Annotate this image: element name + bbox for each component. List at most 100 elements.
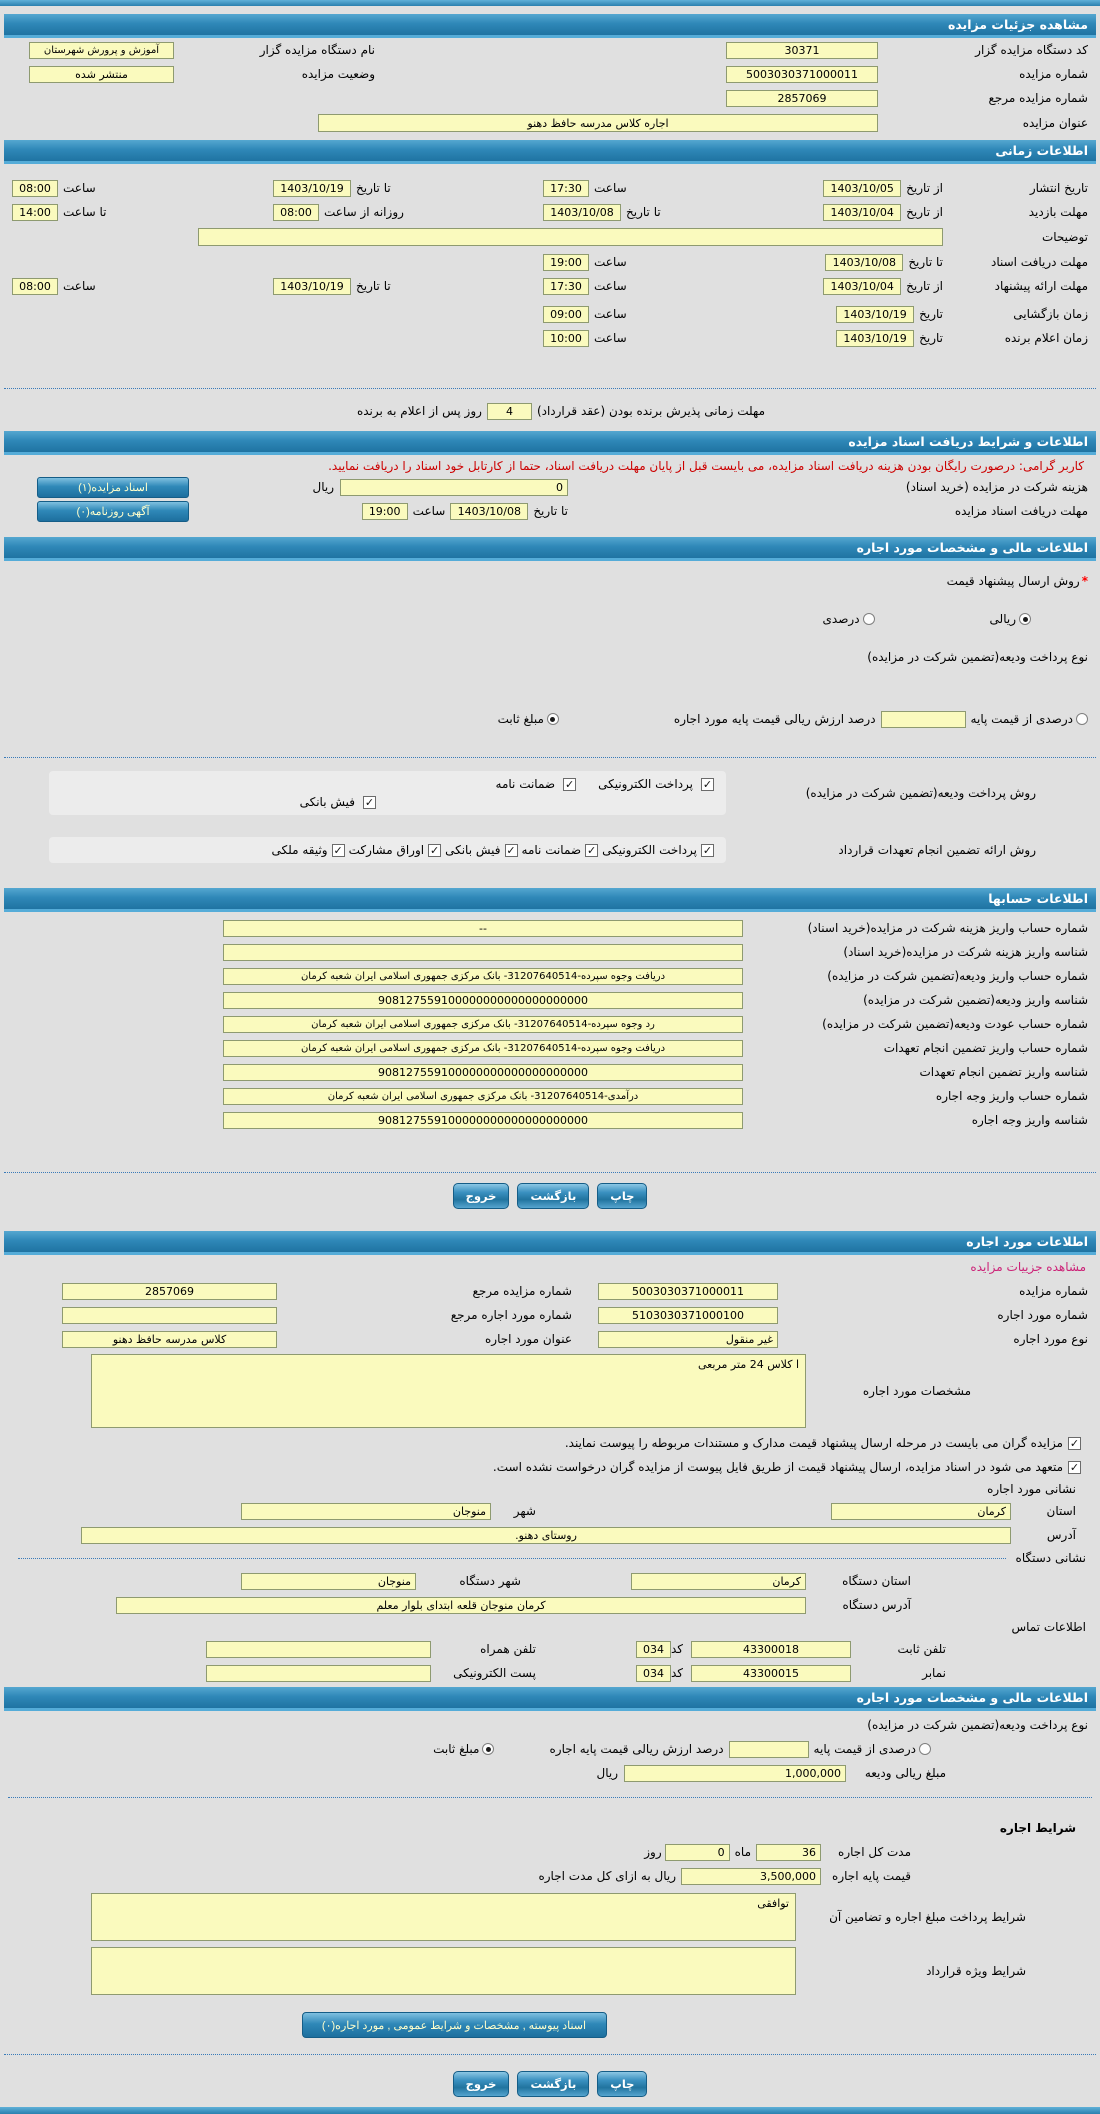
mobile-field[interactable] [205,1640,431,1658]
org-address-field[interactable]: کرمان منوجان قلعه ابتدای بلوار معلم [116,1596,806,1614]
percent-base-field[interactable] [880,710,966,728]
receive-docs-date-field[interactable]: 1403/10/08 [825,253,904,271]
back-button[interactable]: بازگشت [517,2071,590,2097]
auction-docs-button[interactable]: اسناد مزایده(۱) [37,476,189,498]
fax-field[interactable]: 43300015 [691,1664,851,1682]
payment-terms-field[interactable]: توافقی [91,1893,796,1941]
attach-required-checkbox[interactable]: ✓ [1068,1436,1081,1450]
offer-from-date-field[interactable]: 1403/10/04 [823,277,902,295]
winner-time-field[interactable]: 10:00 [543,329,589,347]
city-field[interactable]: منوجان [241,1502,491,1520]
account-row-field[interactable] [223,943,743,961]
visit-daily-to-field[interactable]: 14:00 [12,203,58,221]
item-ref-field[interactable] [62,1306,277,1324]
auction-title-field[interactable]: اجاره کلاس مدرسه حافظ دهنو [318,114,878,132]
deposit-amount-field[interactable]: 1,000,000 [624,1764,846,1782]
opening-date-field[interactable]: 1403/10/19 [836,305,915,323]
account-row-field[interactable]: دریافت وجوه سپرده-31207640514- بانک مرکز… [223,1039,743,1057]
offer-to-date-field[interactable]: 1403/10/19 [273,277,351,295]
account-row-field[interactable]: درآمدی-31207640514- بانک مرکزی جمهوری اس… [223,1087,743,1105]
offer-from-time-field[interactable]: 17:30 [543,277,589,295]
exit-button[interactable]: خروج [452,1183,510,1209]
duration-days-field[interactable]: 0 [664,1843,730,1861]
participation-bonds-checkbox[interactable]: ✓ [428,843,442,857]
account-row-field[interactable]: 908127559100000000000000000000 [223,1063,743,1081]
view-auction-details-link[interactable]: مشاهده جزییات مزایده [970,1260,1086,1274]
electronic-payment-checkbox[interactable]: ✓ [701,843,714,857]
item-no-field[interactable]: 5103030371000100 [598,1306,778,1324]
item-specs-field[interactable]: ا کلاس 24 متر مربعی [91,1354,806,1428]
item-auction-ref-field[interactable]: 2857069 [62,1282,277,1300]
percent-radio[interactable] [862,613,875,625]
visit-to-date-field[interactable]: 1403/10/08 [543,203,621,221]
fixed-amount-radio[interactable] [546,713,559,725]
deposit-method-options: ✓ پرداخت الکترونیکی ✓ ضمانت نامه ✓ فیش ب… [49,771,726,815]
print-button[interactable]: چاپ [597,2071,648,2097]
offer-to-time-field[interactable]: 08:00 [12,277,58,295]
account-row-field[interactable]: 908127559100000000000000000000 [223,991,743,1009]
phone-field[interactable]: 43300018 [691,1640,851,1658]
guarantee-letter-checkbox[interactable]: ✓ [563,777,577,791]
doc-cost-field[interactable]: 0 [340,478,568,496]
base-price-field[interactable]: 3,500,000 [681,1867,821,1885]
receive-docs-time-field[interactable]: 19:00 [543,253,589,271]
publish-from-date-field[interactable]: 1403/10/05 [823,179,902,197]
visit-daily-from-field[interactable]: 08:00 [273,203,319,221]
account-row-field[interactable]: -- [223,919,743,937]
property-collateral-checkbox[interactable]: ✓ [331,843,345,857]
device-code-field[interactable]: 30371 [726,41,878,59]
item-title-field[interactable]: کلاس مدرسه حافظ دهنو [62,1330,277,1348]
percent-base2-radio[interactable] [919,1743,931,1755]
auction-no-field[interactable]: 5003030371000011 [726,65,878,83]
ref-no-field[interactable]: 2857069 [726,89,878,107]
province-label: استان [1046,1504,1076,1518]
account-row: شماره حساب واریز وجه اجاره درآمدی-3120764… [4,1084,1096,1108]
address-field[interactable]: روستای دهنو. [81,1526,1011,1544]
doc-deadline-time-field[interactable]: 19:00 [361,502,408,520]
org-city-field[interactable]: منوجان [241,1572,416,1590]
to-date-text: تا تاریخ [356,279,391,293]
back-button[interactable]: بازگشت [517,1183,590,1209]
guarantee-letter-checkbox[interactable]: ✓ [585,843,599,857]
row-item-auction-no: شماره مزایده 5003030371000011 شماره مزاید… [4,1279,1096,1303]
opening-time-field[interactable]: 09:00 [543,305,589,323]
visit-from-date-field[interactable]: 1403/10/04 [823,203,902,221]
percent-base2-field[interactable] [728,1740,809,1758]
account-row-label: شناسه واریز ودیعه(تضمین شرکت در مزایده) [863,993,1088,1007]
publish-to-time-field[interactable]: 08:00 [12,179,58,197]
province-field[interactable]: کرمان [831,1502,1011,1520]
bank-receipt-checkbox[interactable]: ✓ [504,843,518,857]
status-field[interactable]: منتشر شده [29,65,174,83]
account-row-field[interactable]: 908127559100000000000000000000 [223,1111,743,1129]
percent-base-radio[interactable] [1076,713,1088,725]
device-name-field[interactable]: آموزش و پرورش شهرستان [29,41,174,59]
attached-docs-button[interactable]: اسناد پیوسته , مشخصات و شرایط عمومی , مو… [301,2012,607,2038]
email-field[interactable] [205,1664,431,1682]
special-terms-field[interactable] [91,1947,796,1995]
account-row-field[interactable]: رد وجوه سپرده-31207640514- بانک مرکزی جم… [223,1015,743,1033]
bank-receipt-checkbox[interactable]: ✓ [363,795,376,809]
print-button[interactable]: چاپ [597,1183,648,1209]
fixed-amount2-radio[interactable] [482,1743,495,1755]
electronic-payment-checkbox[interactable]: ✓ [701,777,714,791]
org-province-field[interactable]: کرمان [631,1572,806,1590]
timing-panel: اطلاعات زمانی تاریخ انتشار از تاریخ 1403/1… [4,140,1096,350]
publish-to-date-field[interactable]: 1403/10/19 [273,179,351,197]
duration-months-field[interactable]: 36 [756,1843,821,1861]
no-file-required-checkbox[interactable]: ✓ [1068,1460,1081,1474]
row-payment-terms: شرایط پرداخت مبلغ اجاره و تضامین آن تواف… [4,1892,1096,1942]
item-type-field[interactable]: غیر منقول [598,1330,778,1348]
account-row-field[interactable]: دریافت وجوه سپرده-31207640514- بانک مرکز… [223,967,743,985]
financial-section-title: اطلاعات مالی و مشخصات مورد اجاره [856,540,1088,555]
publish-from-time-field[interactable]: 17:30 [543,179,589,197]
newspaper-ad-button[interactable]: آگهی روزنامه(۰) [37,500,189,522]
doc-deadline-date-field[interactable]: 1403/10/08 [450,502,529,520]
rial-radio[interactable] [1019,613,1031,625]
acceptance-days-field[interactable]: 4 [486,402,532,420]
phone-code-field[interactable]: 034 [635,1640,671,1658]
exit-button[interactable]: خروج [452,2071,510,2097]
notes-field[interactable] [198,228,943,246]
winner-date-field[interactable]: 1403/10/19 [836,329,915,347]
fax-code-field[interactable]: 034 [635,1664,671,1682]
item-auction-no-field[interactable]: 5003030371000011 [598,1282,778,1300]
